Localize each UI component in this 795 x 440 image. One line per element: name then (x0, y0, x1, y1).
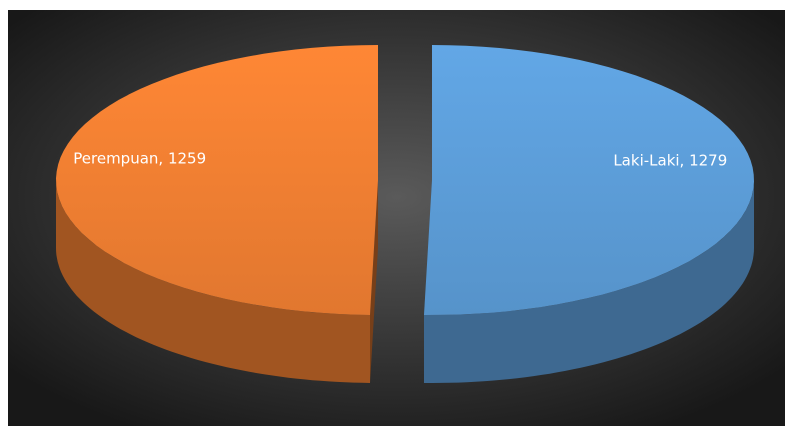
slice-top (56, 45, 378, 315)
data-label: Laki-Laki, 1279 (613, 152, 727, 170)
slice-side (424, 180, 754, 383)
pie-slice (424, 45, 754, 383)
plot-area: Laki-Laki, 1279 Perempuan, 1259 (56, 45, 754, 383)
slice-cut-face (370, 180, 378, 383)
data-label: Perempuan, 1259 (73, 149, 206, 167)
slice-top (424, 45, 754, 315)
slice-side (56, 180, 370, 383)
pie-slice (56, 45, 378, 383)
